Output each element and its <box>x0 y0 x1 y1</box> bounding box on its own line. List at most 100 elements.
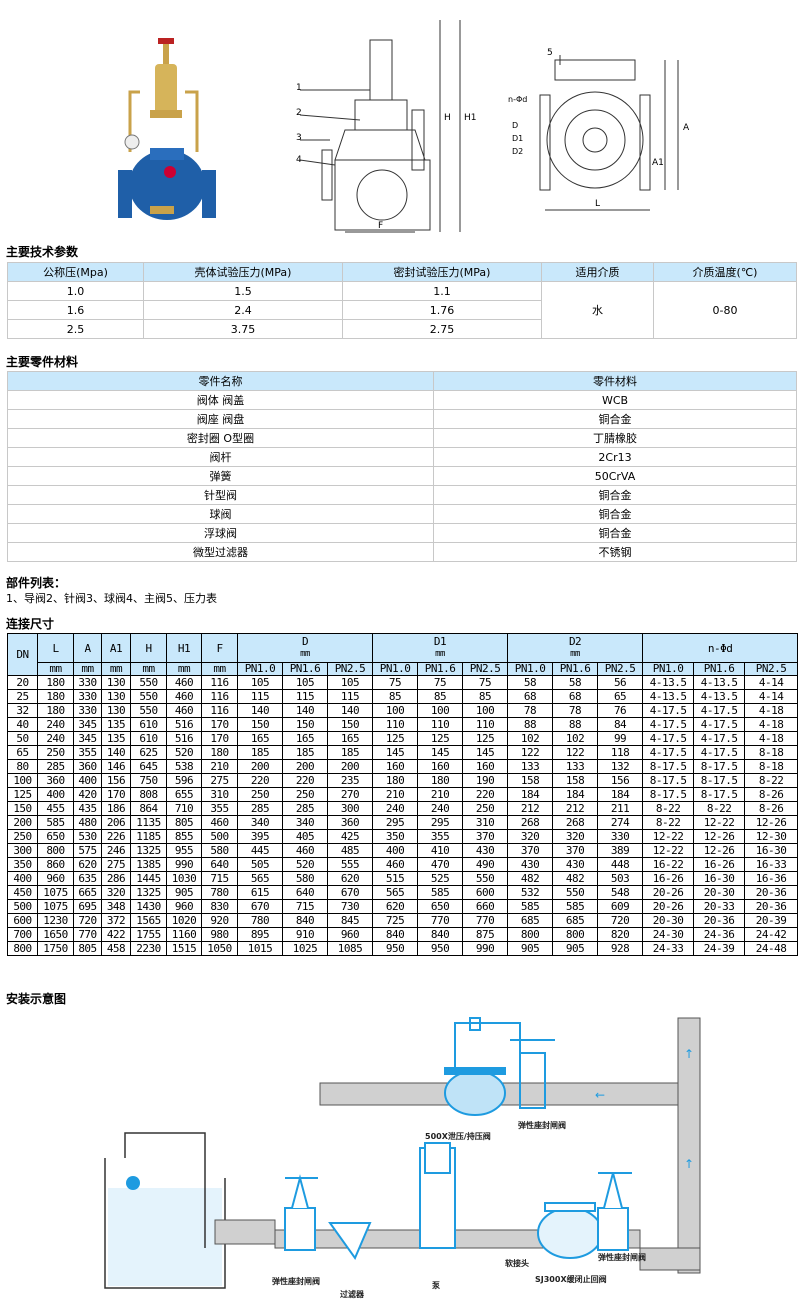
cell: 905 <box>507 941 554 956</box>
cell: 212 <box>552 801 599 816</box>
group-header-unit: mm <box>300 649 310 659</box>
cell: 596 <box>166 773 202 788</box>
cell: 1.1 <box>342 281 542 301</box>
cell: 1030 <box>166 871 202 886</box>
cell: 20-36 <box>744 899 799 914</box>
cell: 360 <box>326 815 374 830</box>
header-h1: H1 <box>166 633 202 663</box>
upper-valve-group <box>444 1017 555 1116</box>
cell: 310 <box>201 787 238 802</box>
cell: 458 <box>101 941 131 956</box>
cell: 295 <box>372 815 419 830</box>
cell: 84 <box>597 717 644 732</box>
cell: 330 <box>597 829 644 844</box>
table-row: 针型阀 铜合金 <box>7 485 797 505</box>
cell: 4-17.5 <box>693 717 746 732</box>
cell: 580 <box>282 871 328 886</box>
cell: 285 <box>282 801 328 816</box>
table-row: 25 180 330 130 550 460 116 115 115 115 85 85 85 68 68 6… <box>7 689 799 704</box>
gate-valve-2 <box>597 1172 632 1251</box>
header-part-material: 零件材料 <box>433 371 797 391</box>
cell: 840 <box>417 927 464 942</box>
label-H: H <box>444 113 451 123</box>
cell: 990 <box>166 857 202 872</box>
cell: 620 <box>326 871 374 886</box>
cell: 2.5 <box>7 319 144 339</box>
cell: 685 <box>507 913 554 928</box>
cell: 480 <box>73 815 102 830</box>
unit-cell: mm <box>37 662 74 676</box>
table-row: 150 455 435 186 864 710 355 285 285 300 240 240 250 2… <box>7 801 799 816</box>
cell: 68 <box>507 689 554 704</box>
cell: 340 <box>237 815 283 830</box>
cell: 20-33 <box>693 899 746 914</box>
cell: 800 <box>37 843 74 858</box>
cell: 85 <box>462 689 509 704</box>
gate-valve-1 <box>284 1174 318 1251</box>
cell: 58 <box>507 675 554 690</box>
cell: 220 <box>237 773 283 788</box>
temperature-cell: 0-80 <box>653 281 797 339</box>
cell: 190 <box>462 773 509 788</box>
pn-header: PN1.0 <box>642 662 695 676</box>
cell: 905 <box>552 941 599 956</box>
cell: 145 <box>372 745 419 760</box>
cell: 16-30 <box>744 843 799 858</box>
cell: 4-13.5 <box>642 675 695 690</box>
table-row: 1.0 1.5 1.1 水 0-80 <box>7 281 797 339</box>
cell: 1160 <box>166 927 202 942</box>
cell: 565 <box>372 885 419 900</box>
cell: 460 <box>166 689 202 704</box>
cell: 150 <box>282 717 328 732</box>
table-row: 球阀 铜合金 <box>7 504 797 524</box>
cell: 250 <box>37 745 74 760</box>
part-name-cell: 密封圈 O型圈 <box>7 428 434 448</box>
cell: 770 <box>73 927 102 942</box>
group-header-unit: mm <box>435 649 445 659</box>
cell: 420 <box>73 787 102 802</box>
cell: 609 <box>597 899 644 914</box>
table-row: 600 1230 720 372 1565 1020 920 780 840 845 725 770 7… <box>7 913 799 928</box>
cell: 330 <box>73 675 102 690</box>
cell: 156 <box>101 773 131 788</box>
table-row: 阀座 阀盘 铜合金 <box>7 409 797 429</box>
table-row: 微型过滤器 不锈钢 <box>7 542 797 562</box>
cell: 805 <box>166 815 202 830</box>
cell: 355 <box>417 829 464 844</box>
cell: 220 <box>282 773 328 788</box>
cell: 650 <box>417 899 464 914</box>
cell: 482 <box>507 871 554 886</box>
cell: 1.6 <box>7 300 144 320</box>
cell: 4-18 <box>744 731 799 746</box>
cell: 400 <box>372 843 419 858</box>
cell: 286 <box>101 871 131 886</box>
cell: 800 <box>7 941 38 956</box>
cell: 575 <box>73 843 102 858</box>
material-cell: 铜合金 <box>433 504 797 524</box>
cell: 75 <box>372 675 419 690</box>
cell: 110 <box>372 717 419 732</box>
cell: 2.75 <box>342 319 542 339</box>
cell: 538 <box>166 759 202 774</box>
cell: 400 <box>73 773 102 788</box>
cell: 140 <box>101 745 131 760</box>
cell: 88 <box>552 717 599 732</box>
cell: 655 <box>166 787 202 802</box>
cell: 430 <box>507 857 554 872</box>
medium-cell: 水 <box>541 281 654 339</box>
cell: 450 <box>7 885 38 900</box>
cell: 150 <box>7 801 38 816</box>
group-header-label: D <box>301 635 309 648</box>
cell: 200 <box>237 759 283 774</box>
part-name-cell: 球阀 <box>7 504 434 524</box>
cell: 180 <box>201 745 238 760</box>
part-name-cell: 阀座 阀盘 <box>7 409 434 429</box>
cell: 8-22 <box>744 773 799 788</box>
group-header-label: D1 <box>433 635 447 648</box>
cell: 550 <box>130 703 167 718</box>
cell: 370 <box>552 843 599 858</box>
cell: 180 <box>417 773 464 788</box>
cell: 645 <box>130 759 167 774</box>
valve-photo <box>118 38 216 220</box>
